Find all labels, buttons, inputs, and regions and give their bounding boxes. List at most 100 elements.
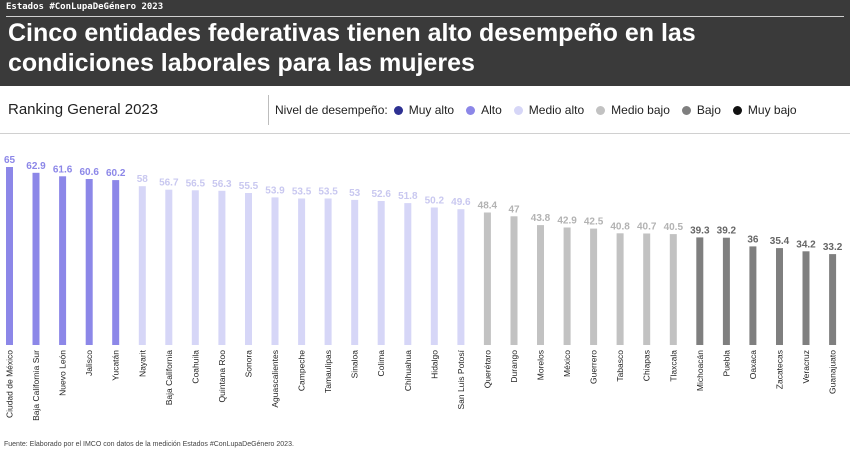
- bar: [112, 180, 120, 345]
- header-banner: Estados #ConLupaDeGénero 2023 Cinco enti…: [0, 0, 850, 86]
- category-label: Tlaxcala: [668, 350, 678, 382]
- bar: [696, 237, 704, 345]
- data-label: 53.9: [265, 185, 285, 196]
- data-label: 51.8: [398, 191, 418, 202]
- bar: [457, 209, 465, 345]
- category-label: Quintana Roo: [217, 350, 227, 403]
- bar: [324, 198, 332, 345]
- data-label: 60.6: [79, 167, 99, 178]
- bar: [59, 176, 67, 345]
- data-label: 34.2: [796, 239, 816, 250]
- data-label: 50.2: [425, 196, 445, 207]
- data-label: 40.8: [610, 221, 630, 232]
- legend-dot-icon: [596, 105, 606, 115]
- data-label: 42.5: [584, 217, 604, 228]
- data-label: 36: [747, 234, 759, 245]
- category-label: Querétaro: [482, 350, 492, 389]
- bar: [749, 246, 757, 345]
- legend-item-label: Medio alto: [528, 103, 585, 117]
- data-label: 43.8: [531, 213, 551, 224]
- bar: [669, 234, 677, 345]
- legend-item-label: Muy bajo: [747, 103, 797, 117]
- data-label: 53: [349, 188, 361, 199]
- bar: [537, 225, 544, 345]
- bar: [245, 193, 252, 345]
- category-label: Chiapas: [642, 350, 652, 381]
- legend-dot-icon: [732, 105, 742, 115]
- legend-item-alto: Alto: [466, 103, 502, 117]
- bar: [6, 167, 13, 345]
- category-label: Aguascalientes: [270, 350, 280, 408]
- category-label: Chihuahua: [403, 350, 413, 391]
- category-label: Nuevo León: [58, 350, 68, 396]
- category-label: Morelos: [536, 350, 546, 380]
- category-label: San Luis Potosí: [456, 349, 466, 409]
- chart-title: Cinco entidades federativas tienen alto …: [8, 19, 696, 77]
- data-label: 48.4: [478, 201, 498, 212]
- bar: [218, 190, 226, 345]
- data-label: 39.2: [717, 226, 737, 237]
- data-label: 52.6: [371, 189, 391, 200]
- bar: [32, 172, 40, 345]
- legend-item-medio-alto: Medio alto: [513, 103, 585, 117]
- data-label: 33.2: [823, 242, 843, 253]
- data-label: 40.7: [637, 222, 657, 233]
- category-label: Oaxaca: [748, 350, 758, 380]
- legend-item-medio-bajo: Medio bajo: [596, 103, 670, 117]
- legend-label: Nivel de desempeño:: [275, 103, 388, 117]
- legend-dot-icon: [466, 105, 476, 115]
- category-label: Ciudad de México: [5, 350, 15, 418]
- legend-item-muy-bajo: Muy bajo: [732, 103, 797, 117]
- section-divider: [0, 133, 850, 134]
- bar: [776, 248, 783, 345]
- bar: [191, 190, 199, 345]
- data-label: 56.5: [186, 178, 206, 189]
- bar: [616, 233, 624, 345]
- data-label: 55.5: [239, 181, 259, 192]
- category-label: Hidalgo: [429, 350, 439, 379]
- legend-dot-icon: [393, 105, 403, 115]
- category-label: Nayarit: [137, 349, 147, 377]
- bar: [643, 233, 651, 345]
- bar: [590, 228, 598, 345]
- bar: [510, 216, 518, 345]
- data-label: 65: [4, 155, 16, 166]
- data-label: 56.3: [212, 179, 232, 190]
- data-label: 47: [508, 204, 520, 215]
- legend-item-label: Muy alto: [408, 103, 455, 117]
- bar: [802, 251, 810, 345]
- data-label: 61.6: [53, 164, 73, 175]
- category-label: Sonora: [244, 350, 254, 378]
- bar: [829, 254, 837, 345]
- bar: [404, 203, 412, 345]
- bar: [563, 227, 571, 345]
- category-label: Veracruz: [801, 350, 811, 384]
- category-label: Campeche: [297, 350, 307, 391]
- bar: [377, 201, 385, 345]
- bar: [483, 212, 491, 345]
- category-label: Colima: [376, 350, 386, 377]
- legend: Nivel de desempeño: Muy alto Alto Medio …: [268, 95, 797, 125]
- data-label: 58: [137, 174, 149, 185]
- category-label: Jalisco: [84, 350, 94, 376]
- category-label: Coahuila: [190, 350, 200, 384]
- ranking-subtitle: Ranking General 2023: [8, 101, 159, 118]
- bar: [138, 186, 146, 345]
- category-label: Tabasco: [615, 350, 625, 382]
- legend-item-label: Medio bajo: [611, 103, 670, 117]
- hashtag-label: Estados #ConLupaDeGénero 2023: [6, 2, 164, 12]
- category-label: Guerrero: [589, 350, 599, 384]
- legend-item-label: Bajo: [696, 103, 721, 117]
- bar: [165, 189, 173, 345]
- legend-dot-icon: [681, 105, 691, 115]
- source-note: Fuente: Elaborado por el IMCO con datos …: [4, 441, 294, 448]
- category-label: México: [562, 350, 572, 377]
- bar: [430, 207, 438, 345]
- data-label: 39.3: [690, 225, 710, 236]
- legend-item-label: Alto: [481, 103, 502, 117]
- data-label: 35.4: [770, 236, 790, 247]
- bar: [351, 199, 359, 345]
- category-label: Tamaulipas: [323, 350, 333, 393]
- category-label: Baja California Sur: [31, 350, 41, 421]
- data-label: 62.9: [26, 161, 46, 172]
